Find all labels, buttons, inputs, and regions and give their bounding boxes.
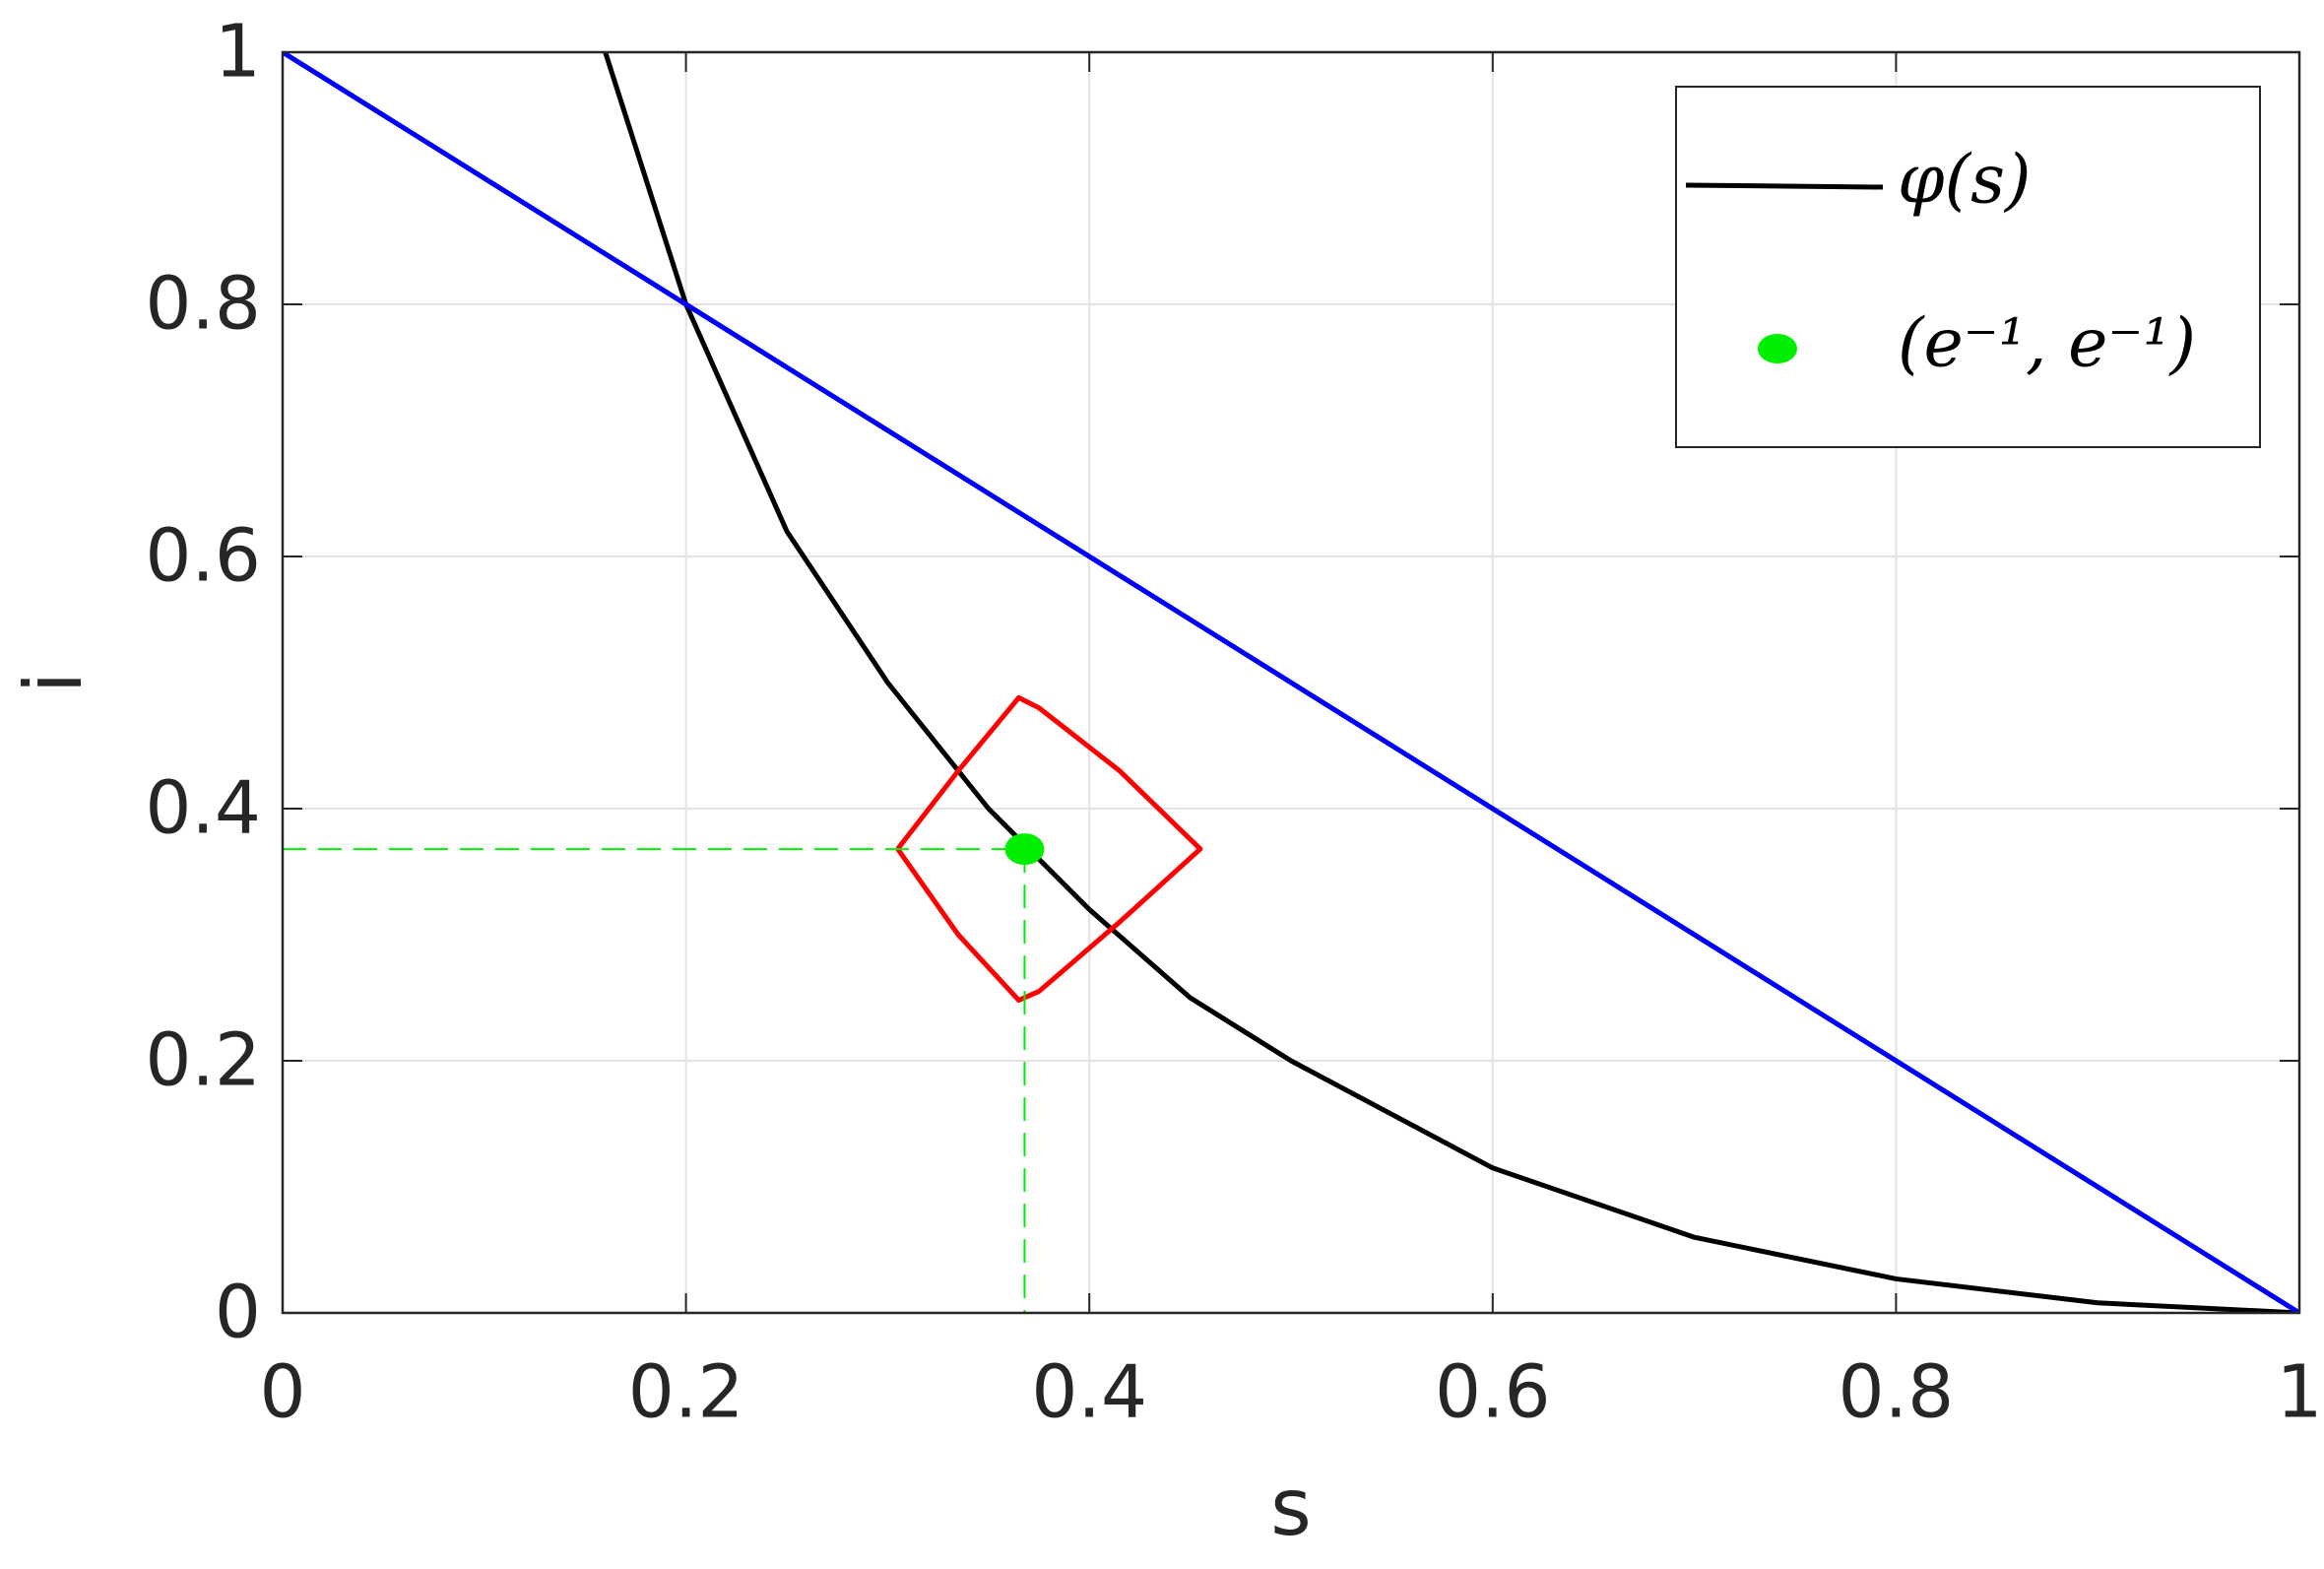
point	[1004, 833, 1045, 866]
legend-box	[1675, 86, 2261, 448]
x-tick-label: 0.4	[1031, 1350, 1147, 1435]
x-tick-label: 1	[2276, 1350, 2322, 1435]
line	[283, 52, 2299, 1313]
plot-area	[283, 52, 2299, 1313]
y-tick-label: 0.4	[145, 766, 261, 851]
y-tick-label: 1	[215, 10, 261, 95]
y-tick-label: 0.8	[145, 262, 261, 347]
legend-label: (e⁻¹, e⁻¹)	[1898, 305, 2196, 383]
x-tick-label: 0.8	[1839, 1350, 1955, 1435]
legend-line	[1685, 182, 1884, 190]
legend-marker	[1758, 334, 1797, 363]
y-axis-label: i	[8, 672, 99, 693]
y-tick-label: 0.6	[145, 514, 261, 599]
y-tick-label: 0.2	[145, 1018, 261, 1103]
x-tick-label: 0.6	[1435, 1350, 1551, 1435]
x-tick-label: 0.2	[628, 1350, 744, 1435]
x-axis-label: s	[1270, 1462, 1312, 1553]
legend-label: φ(s)	[1898, 142, 2032, 220]
line	[603, 52, 2299, 1313]
line	[895, 694, 1203, 1004]
axes-box	[281, 50, 2301, 1315]
y-tick-label: 0	[215, 1271, 261, 1355]
x-tick-label: 0	[259, 1350, 305, 1435]
